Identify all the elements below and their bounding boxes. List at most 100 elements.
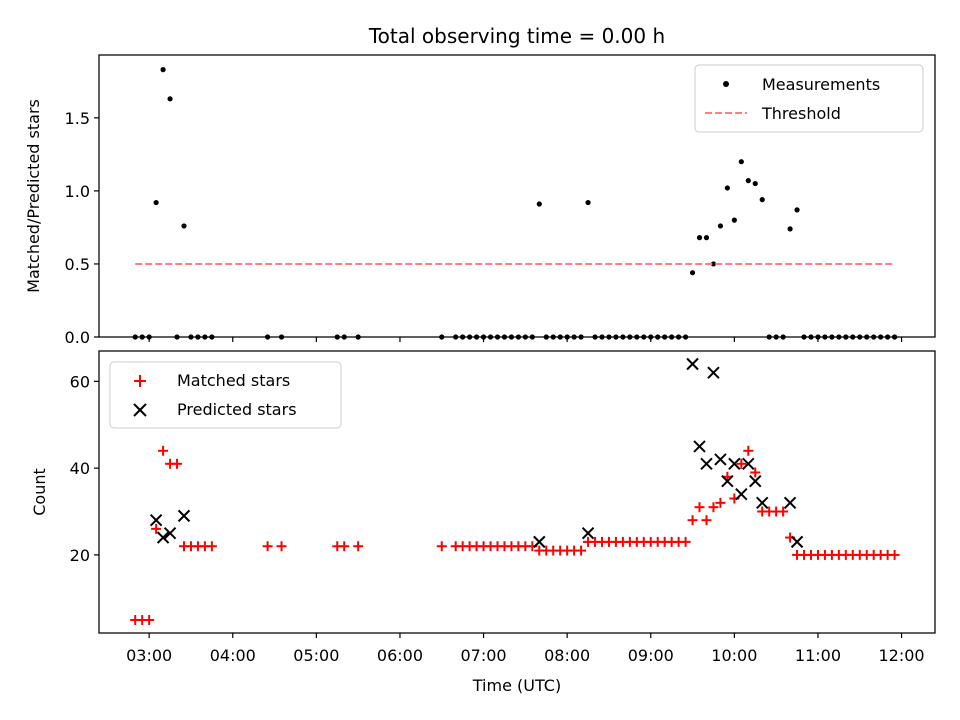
top-y-tick-label: 1.5 xyxy=(65,109,90,128)
x-tick-label: 05:00 xyxy=(293,646,339,665)
bottom-y-ticks: 20 40 60 xyxy=(70,372,99,565)
bottom-legend: Matched stars Predicted stars xyxy=(109,361,342,429)
measurement-point xyxy=(536,201,542,207)
x-tick-label: 07:00 xyxy=(461,646,507,665)
matched-star-point xyxy=(715,497,726,508)
matched-star-point xyxy=(736,458,747,469)
bottom-y-tick-label: 40 xyxy=(70,459,90,478)
measurement-point xyxy=(167,96,173,102)
legend-predicted-label: Predicted stars xyxy=(177,400,297,419)
matched-star-point xyxy=(889,549,900,560)
measurement-point xyxy=(738,159,744,165)
top-x-ticks xyxy=(148,337,903,342)
matched-star-point xyxy=(339,541,350,552)
matched-star-point xyxy=(206,541,217,552)
matched-star-point xyxy=(276,541,287,552)
top-axes: 0.0 0.5 1.0 1.5 Matched/Predicted stars Mea… xyxy=(24,54,936,347)
matched-star-point xyxy=(687,515,698,526)
top-y-ticks: 0.0 0.5 1.0 1.5 xyxy=(65,109,99,347)
bottom-y-axis-label: Count xyxy=(30,468,49,516)
measurement-point xyxy=(160,67,166,73)
matched-star-point xyxy=(778,506,789,517)
x-tick-label: 09:00 xyxy=(628,646,674,665)
predicted-star-point xyxy=(749,474,762,488)
predicted-star-point xyxy=(721,474,734,488)
measurement-point xyxy=(181,223,187,229)
measurement-point xyxy=(752,180,758,187)
measurement-point xyxy=(703,235,710,241)
x-tick-label: 04:00 xyxy=(210,646,256,665)
measurement-point xyxy=(689,270,696,276)
legend-predicted-marker xyxy=(133,403,147,417)
predicted-star-point xyxy=(783,496,797,510)
predicted-star-point xyxy=(756,496,769,510)
bottom-x-ticks: 03:00 04:00 05:00 06:00 07:00 08:00 09:00 10:00… xyxy=(126,633,925,665)
matched-star-point xyxy=(750,467,761,478)
matched-star-point xyxy=(436,541,447,552)
matched-star-point xyxy=(694,502,705,513)
predicted-star-point xyxy=(735,487,748,501)
top-y-tick-label: 0.0 xyxy=(65,328,90,347)
matched-star-point xyxy=(680,536,691,547)
matched-star-point xyxy=(708,502,719,513)
measurement-point xyxy=(759,197,765,203)
bottom-y-tick-label: 60 xyxy=(70,372,90,391)
measurement-point xyxy=(731,217,737,223)
matched-star-point xyxy=(576,545,587,556)
bottom-legend-frame xyxy=(109,361,342,429)
matched-star-point xyxy=(172,458,183,469)
matched-star-point xyxy=(743,445,754,456)
figure-title: Total observing time = 0.00 h xyxy=(368,24,665,48)
measurement-point xyxy=(153,199,159,206)
matched-star-point xyxy=(353,541,364,552)
predicted-star-point xyxy=(790,535,804,549)
matched-star-point xyxy=(701,515,712,526)
x-tick-label: 06:00 xyxy=(377,646,423,665)
legend-threshold-label: Threshold xyxy=(761,104,841,123)
matched-star-point xyxy=(151,523,162,534)
x-tick-label: 11:00 xyxy=(795,646,841,665)
measurement-point xyxy=(696,235,703,241)
predicted-star-point xyxy=(714,453,727,466)
predicted-star-point xyxy=(707,366,720,379)
bottom-y-tick-label: 20 xyxy=(70,546,90,565)
predicted-star-point xyxy=(742,457,755,471)
legend-matched-marker xyxy=(134,375,146,387)
measurement-point xyxy=(710,261,717,267)
top-legend-frame xyxy=(694,64,924,133)
measurement-point xyxy=(787,226,793,232)
bottom-axes-frame xyxy=(98,350,936,634)
legend-matched-label: Matched stars xyxy=(177,371,290,390)
predicted-star-point xyxy=(533,535,546,549)
top-axes-frame xyxy=(98,54,936,338)
matched-star-point xyxy=(144,614,155,625)
bottom-axes: 20 40 60 03:00 04:00 05:00 06:00 07:00 08:00 09:… xyxy=(30,350,936,695)
legend-measurements-label: Measurements xyxy=(762,75,880,94)
top-y-tick-label: 0.5 xyxy=(65,255,90,274)
predicted-star-point xyxy=(693,440,706,453)
top-y-axis-label: Matched/Predicted stars xyxy=(24,99,43,293)
matched-star-point xyxy=(158,445,169,456)
predicted-star-point xyxy=(581,527,595,540)
measurement-point xyxy=(585,199,591,206)
predicted-star-point xyxy=(728,457,741,471)
measurement-point xyxy=(794,207,800,213)
top-y-tick-label: 1.0 xyxy=(65,182,90,201)
top-legend: Measurements Threshold xyxy=(694,64,924,133)
predicted-star-point xyxy=(700,457,713,471)
measurement-point xyxy=(724,185,730,191)
measurement-point xyxy=(717,223,724,229)
x-axis-label: Time (UTC) xyxy=(472,676,561,695)
predicted-star-point xyxy=(163,527,177,540)
x-tick-label: 08:00 xyxy=(544,646,590,665)
x-tick-label: 03:00 xyxy=(126,646,172,665)
legend-measurements-marker xyxy=(723,81,729,87)
predicted-star-point xyxy=(156,531,170,544)
x-tick-label: 12:00 xyxy=(879,646,925,665)
bottom-plot-area xyxy=(130,357,900,625)
x-tick-label: 10:00 xyxy=(711,646,757,665)
measurement-point xyxy=(745,178,751,184)
predicted-star-point xyxy=(149,513,163,527)
predicted-star-point xyxy=(686,357,699,371)
